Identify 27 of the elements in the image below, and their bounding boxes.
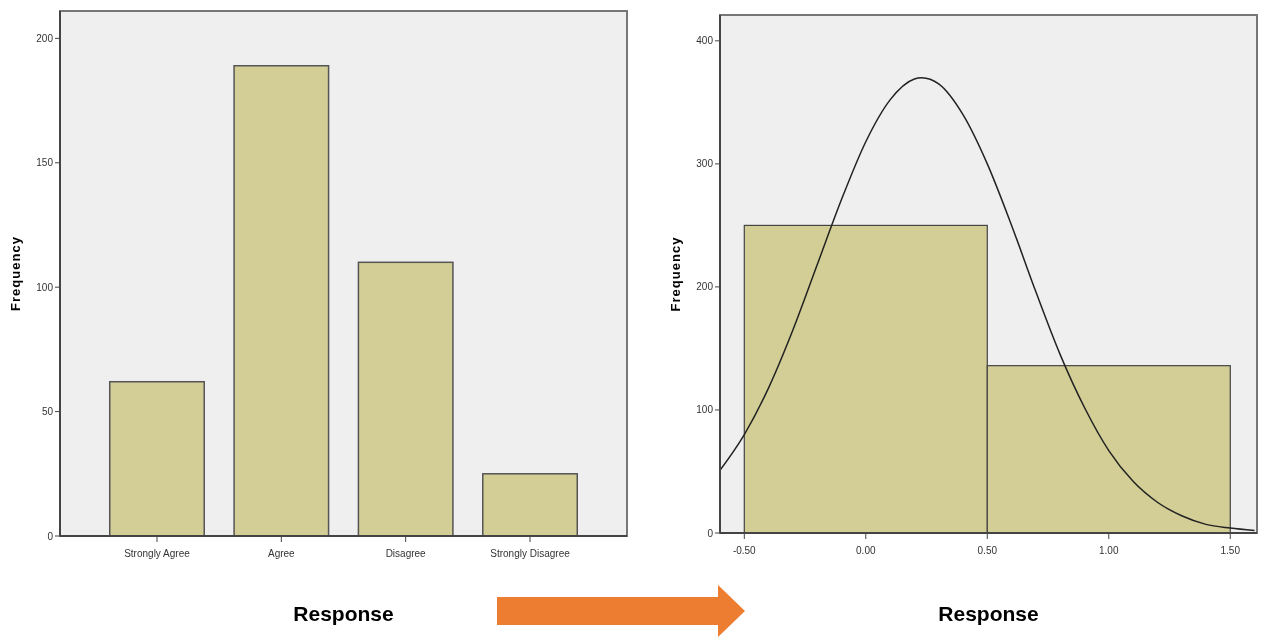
x-tick-label: -0.50	[732, 545, 757, 556]
bar	[482, 473, 579, 537]
x-tick-label: 0.50	[977, 545, 998, 556]
x-tick-label: Disagree	[385, 548, 427, 559]
x-tick-label: 0.00	[856, 545, 876, 556]
x-tick-label: Agree	[267, 548, 296, 559]
bar	[108, 380, 205, 537]
bar	[357, 261, 454, 537]
y-tick-label: 100	[36, 281, 54, 293]
y-tick-label: 0	[47, 530, 54, 542]
y-axis-title: Frequency	[668, 236, 683, 312]
y-tick-label: 200	[696, 281, 714, 293]
y-tick-label: 200	[36, 32, 54, 44]
x-tick-label: 1.50	[1220, 545, 1241, 556]
y-tick-label: 400	[696, 35, 714, 47]
bar	[233, 64, 330, 537]
y-tick-label: 50	[41, 406, 54, 418]
y-tick-label: 100	[696, 404, 714, 416]
y-tick-label: 300	[696, 158, 714, 170]
y-tick-label: 0	[707, 527, 714, 539]
x-axis-title: Response	[938, 602, 1039, 625]
y-tick-label: 150	[36, 157, 54, 169]
y-axis-title: Frequency	[8, 236, 23, 311]
x-axis-title: Response	[293, 602, 394, 625]
x-tick-label: Strongly Agree	[124, 548, 191, 559]
x-tick-label: 1.00	[1099, 545, 1119, 556]
x-tick-label: Strongly Disagree	[490, 548, 571, 559]
